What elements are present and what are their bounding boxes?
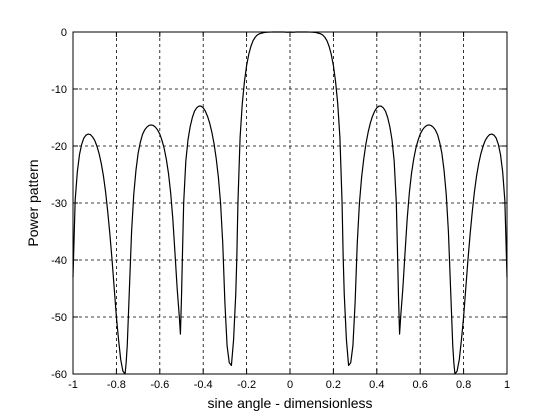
x-tick-label: 0.4 [369,379,384,391]
x-tick-label: -1 [68,379,78,391]
x-tick-label: -0.8 [107,379,126,391]
x-tick-label: -0.4 [194,379,213,391]
y-tick-label: -20 [51,141,67,153]
y-tick-label: -10 [51,84,67,96]
x-tick-label: -0.6 [150,379,169,391]
x-tick-labels: -1 -0.8 -0.6 -0.4 -0.2 0 0.2 0.4 0.6 0.8 1 [68,379,510,391]
y-tick-label: -50 [51,312,67,324]
x-tick-label: -0.2 [237,379,256,391]
plot-area-frame [72,31,508,375]
x-tick-label: 0.6 [413,379,428,391]
x-tick-label: 0.8 [456,379,471,391]
x-tick-label: 0 [287,379,293,391]
grid-lines [73,32,507,374]
x-axis-label: sine angle - dimensionless [208,395,373,411]
y-tick-label: 0 [61,27,67,39]
y-tick-label: -30 [51,198,67,210]
y-tick-label: -40 [51,255,67,267]
x-tick-label: 1 [504,379,510,391]
y-tick-labels: 0 -10 -20 -30 -40 -50 -60 [51,27,67,381]
y-axis-label: Power pattern [25,159,41,246]
y-tick-label: -60 [51,369,67,381]
x-tick-label: 0.2 [326,379,341,391]
